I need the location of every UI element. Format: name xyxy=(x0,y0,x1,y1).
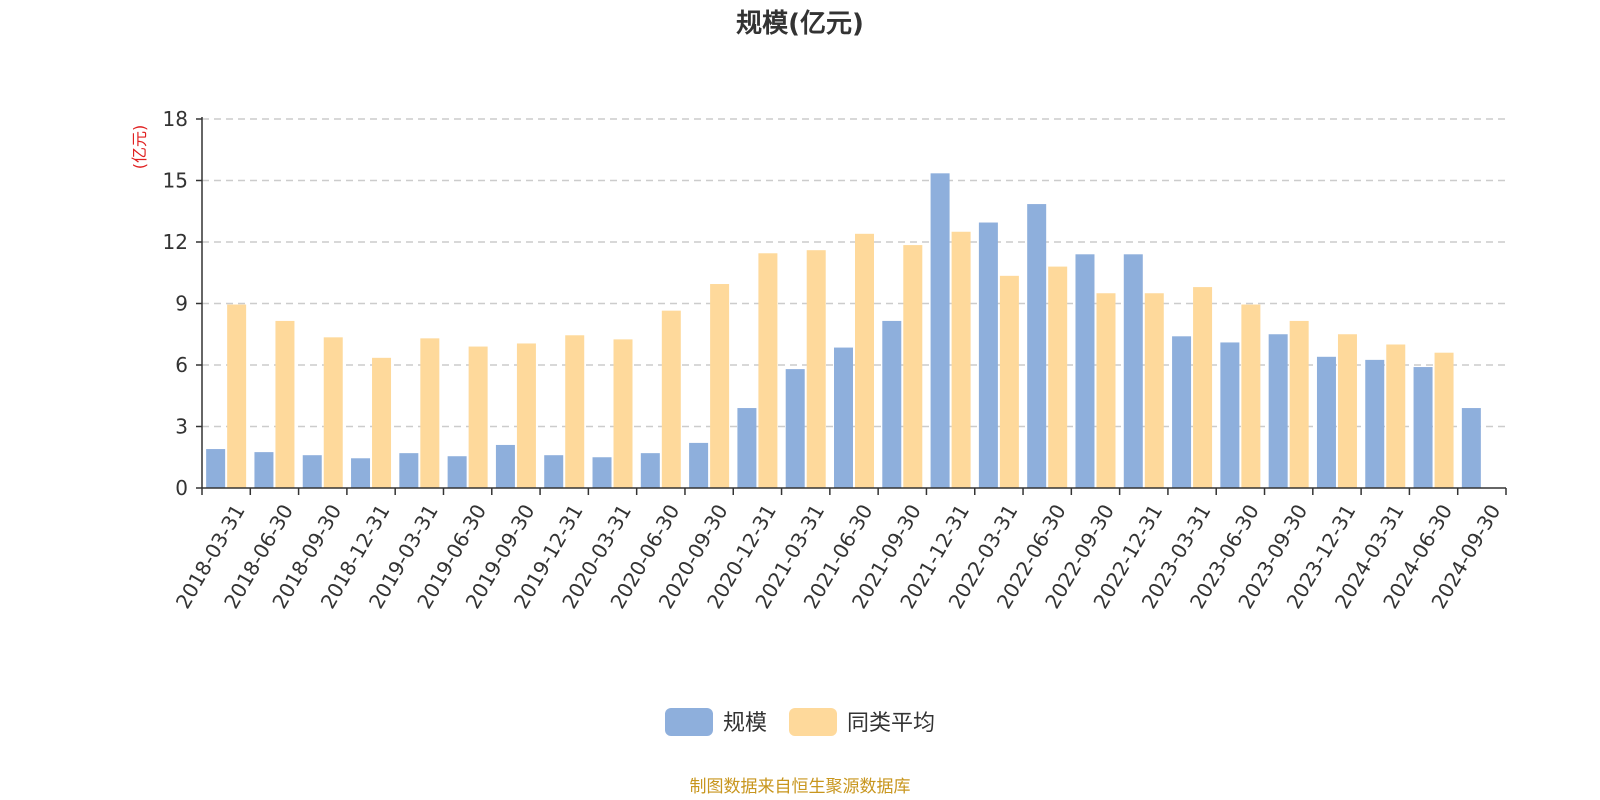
bar-scale xyxy=(302,455,322,488)
bars-group xyxy=(206,173,1481,488)
bar-scale xyxy=(544,455,564,488)
bar-peer-average xyxy=(613,339,633,488)
bar-scale xyxy=(1220,342,1240,488)
y-tick-label: 6 xyxy=(175,353,188,377)
y-tick-label: 12 xyxy=(163,230,188,254)
y-tick-label: 15 xyxy=(163,169,188,193)
bar-scale xyxy=(495,444,515,488)
bar-scale xyxy=(206,449,226,488)
legend: 规模 同类平均 xyxy=(665,708,935,736)
bar-peer-average xyxy=(999,275,1019,488)
bar-scale xyxy=(785,369,805,488)
legend-label[interactable]: 规模 xyxy=(723,711,767,736)
bar-peer-average xyxy=(1048,266,1068,488)
bar-peer-average xyxy=(855,233,874,488)
x-axis-ticks: 2018-03-312018-06-302018-09-302018-12-31… xyxy=(171,488,1507,613)
bar-peer-average xyxy=(1289,320,1309,488)
y-axis-ticks: 0 3 6 9 12 15 18 xyxy=(163,107,202,500)
chart-title: 规模(亿元) xyxy=(736,9,864,39)
bar-peer-average xyxy=(1096,293,1116,488)
bar-peer-average xyxy=(710,284,730,488)
bar-peer-average xyxy=(468,346,488,488)
bar-peer-average xyxy=(516,343,536,488)
bar-scale xyxy=(1365,359,1385,488)
bar-scale xyxy=(399,453,419,488)
bar-scale xyxy=(1316,356,1336,488)
y-axis-unit-label: (亿元) xyxy=(130,125,149,170)
bar-scale xyxy=(1268,334,1288,488)
bar-peer-average xyxy=(661,310,681,488)
axes xyxy=(201,117,1506,489)
y-tick-label: 3 xyxy=(175,415,188,439)
y-tick-label: 0 xyxy=(175,476,188,500)
bar-peer-average xyxy=(372,357,392,488)
y-tick-label: 18 xyxy=(163,107,188,131)
bar-peer-average xyxy=(758,253,778,488)
bar-scale xyxy=(351,458,371,488)
bar-scale xyxy=(978,222,998,488)
bar-scale xyxy=(882,320,902,488)
legend-swatch[interactable] xyxy=(789,708,837,736)
source-note: 制图数据来自恒生聚源数据库 xyxy=(690,777,911,797)
bar-scale xyxy=(1123,254,1143,488)
bar-scale xyxy=(1413,367,1433,488)
bar-scale xyxy=(254,452,274,488)
bar-peer-average xyxy=(903,245,923,488)
bar-scale xyxy=(1027,204,1047,488)
bar-peer-average xyxy=(1386,344,1406,488)
bar-peer-average xyxy=(275,320,295,488)
bar-scale xyxy=(1461,408,1481,488)
bar-peer-average xyxy=(565,335,585,488)
bar-scale xyxy=(930,173,950,488)
bar-scale xyxy=(592,457,612,488)
legend-label[interactable]: 同类平均 xyxy=(847,711,935,736)
bar-scale xyxy=(640,453,660,488)
bar-scale xyxy=(737,408,757,488)
bar-peer-average xyxy=(806,250,826,488)
bar-scale xyxy=(689,442,709,488)
bar-peer-average xyxy=(951,231,971,488)
bar-peer-average xyxy=(1144,293,1164,488)
bar-peer-average xyxy=(1241,304,1261,488)
bar-peer-average xyxy=(227,304,247,488)
y-tick-label: 9 xyxy=(175,292,188,316)
bar-scale xyxy=(1075,254,1095,488)
bar-peer-average xyxy=(1193,287,1213,488)
gridlines xyxy=(202,118,1506,428)
bar-scale xyxy=(447,456,467,488)
bar-peer-average xyxy=(420,338,440,488)
bar-scale xyxy=(1172,336,1192,488)
bar-peer-average xyxy=(1337,334,1357,488)
bar-scale xyxy=(834,347,853,488)
bar-peer-average xyxy=(1434,352,1454,488)
legend-swatch[interactable] xyxy=(665,708,713,736)
bar-peer-average xyxy=(323,337,343,488)
